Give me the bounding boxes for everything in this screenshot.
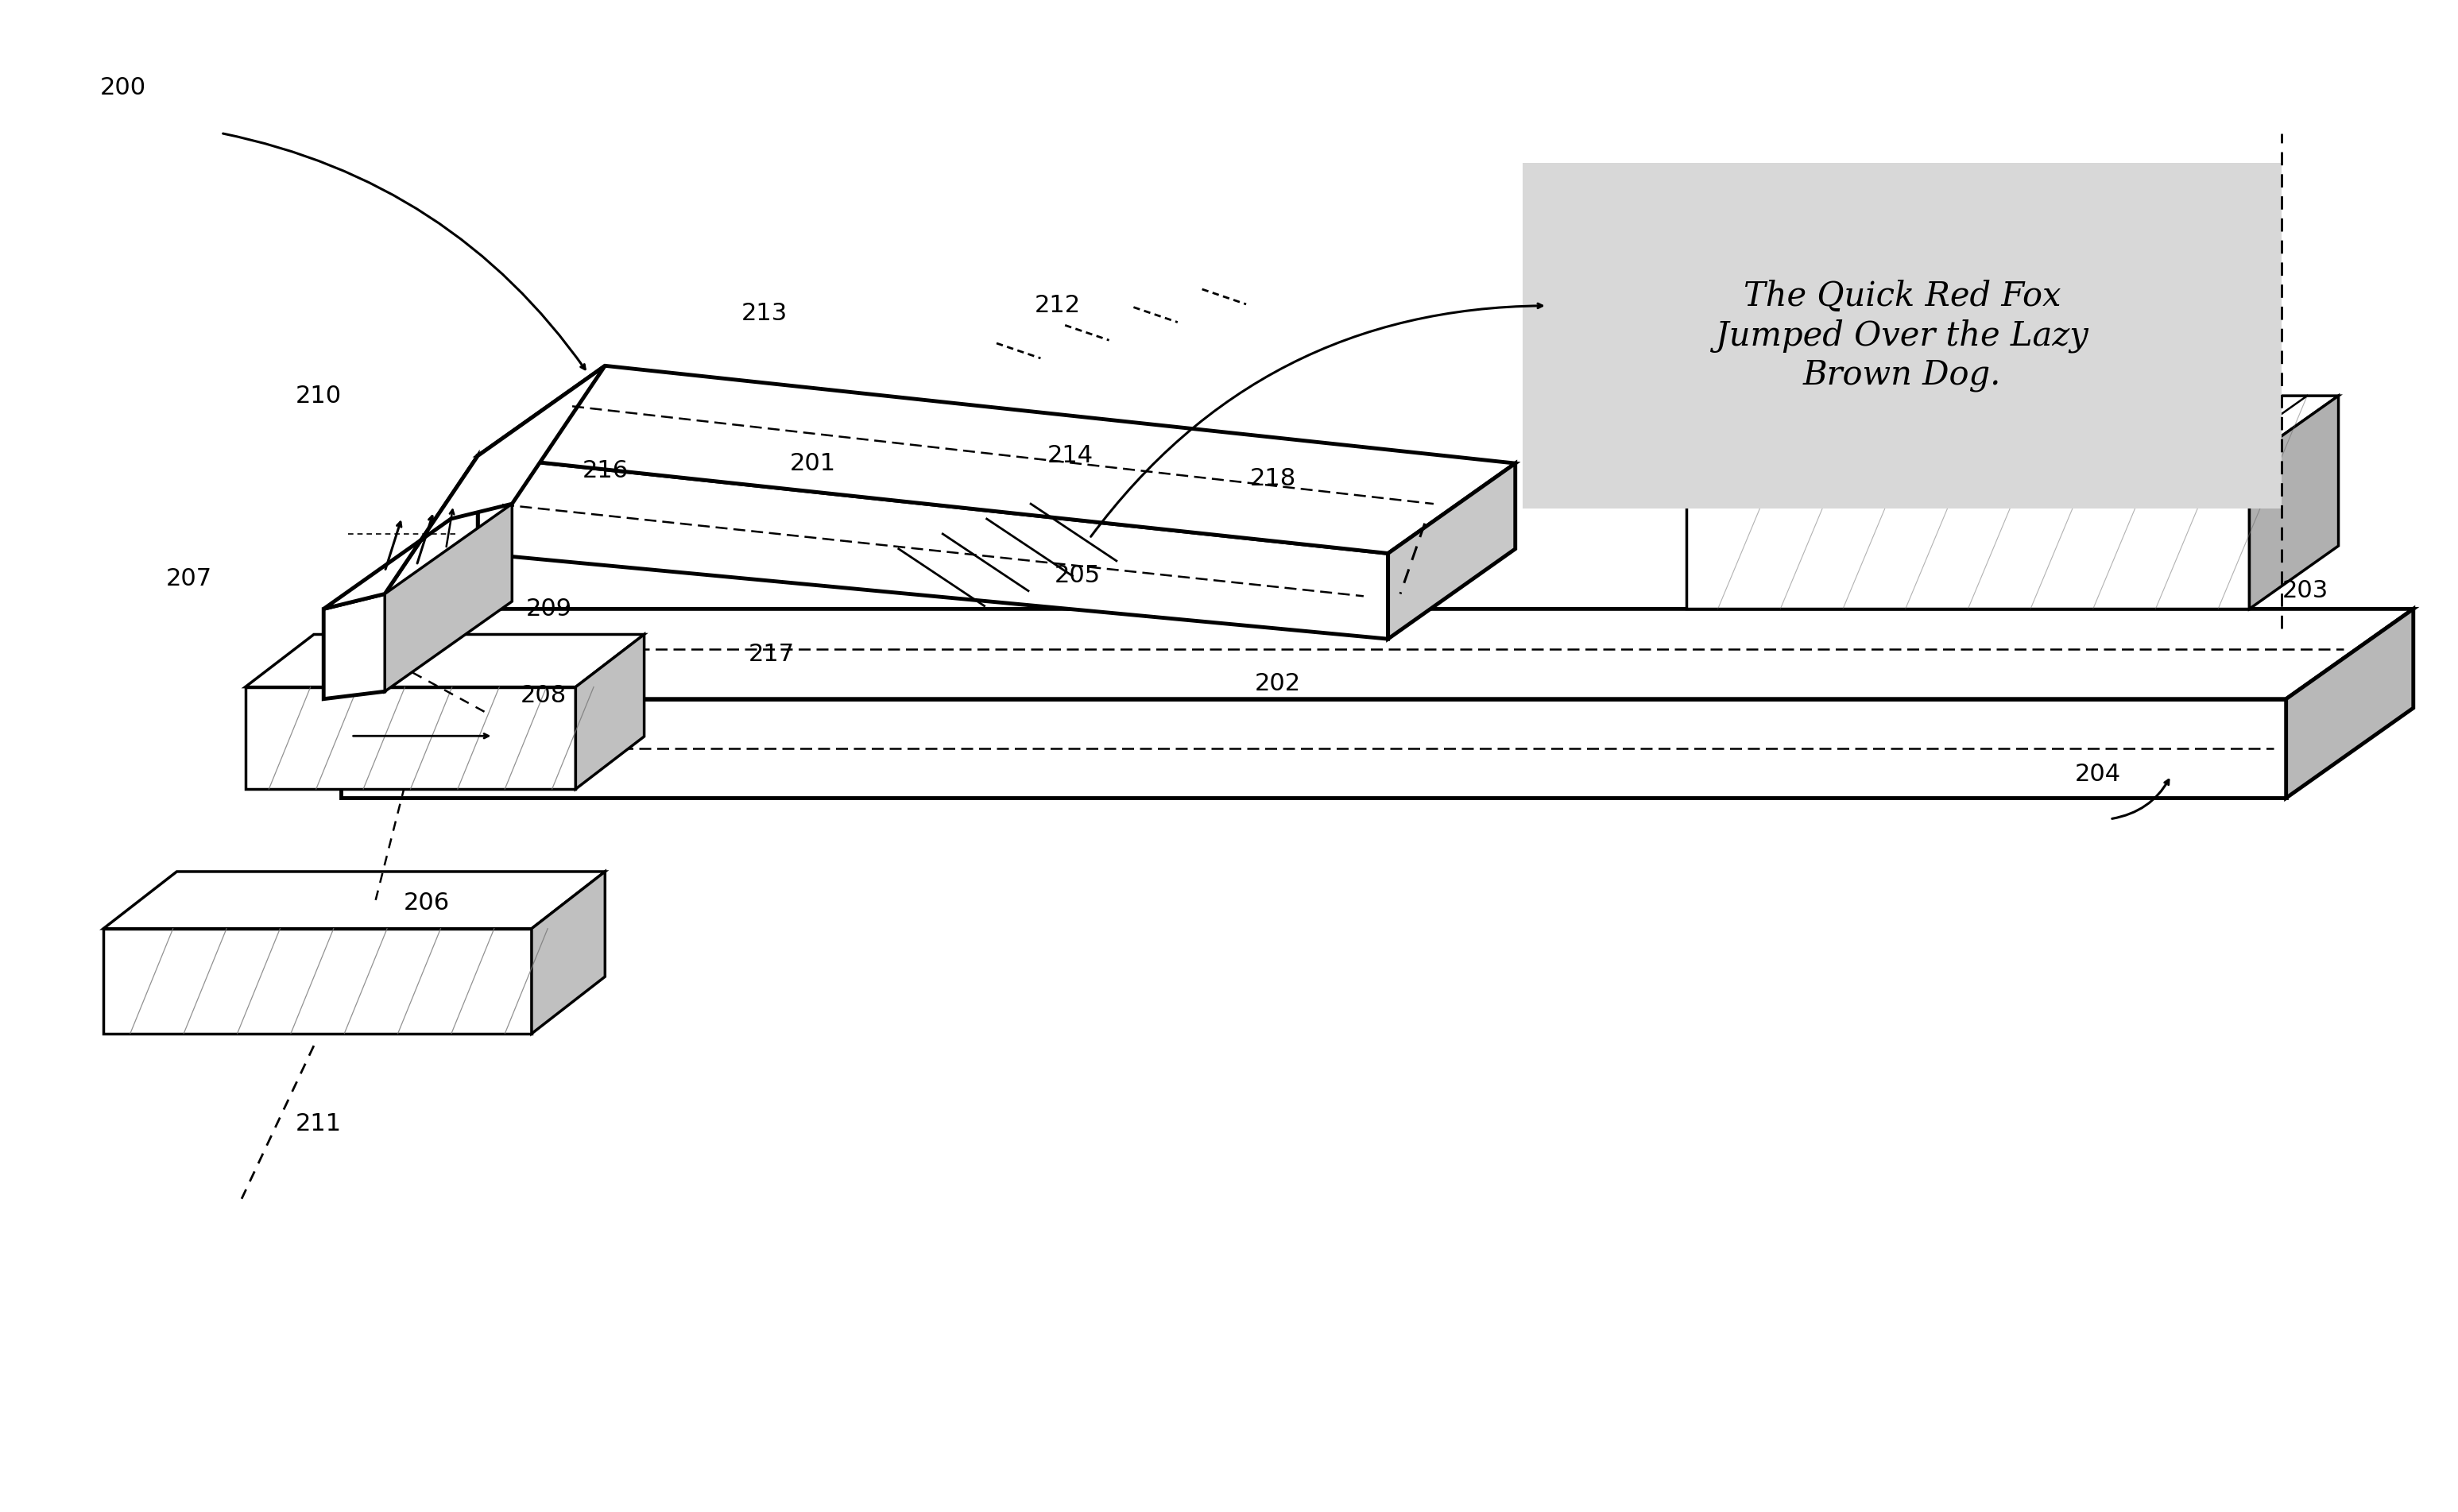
Polygon shape xyxy=(246,635,644,686)
Text: 206: 206 xyxy=(403,892,450,915)
Text: 217: 217 xyxy=(747,643,794,665)
Text: 216: 216 xyxy=(583,460,629,482)
Polygon shape xyxy=(342,699,2286,798)
Text: The Quick Red Fox
Jumped Over the Lazy
Brown Dog.: The Quick Red Fox Jumped Over the Lazy B… xyxy=(1716,280,2089,392)
Text: 200: 200 xyxy=(101,77,145,100)
Text: 207: 207 xyxy=(167,567,211,590)
Text: 205: 205 xyxy=(1054,564,1101,587)
Text: 211: 211 xyxy=(295,1113,342,1136)
Polygon shape xyxy=(477,366,1514,553)
Polygon shape xyxy=(246,686,575,789)
Text: 209: 209 xyxy=(526,597,573,620)
Polygon shape xyxy=(2249,396,2338,609)
Text: 214: 214 xyxy=(1047,445,1094,467)
Text: 213: 213 xyxy=(740,302,787,325)
Polygon shape xyxy=(1522,163,2281,508)
Polygon shape xyxy=(1686,396,2338,458)
Text: 218: 218 xyxy=(1251,467,1295,490)
Polygon shape xyxy=(575,635,644,789)
Polygon shape xyxy=(531,871,605,1034)
Polygon shape xyxy=(103,871,605,928)
Text: 212: 212 xyxy=(1035,295,1082,318)
Text: 208: 208 xyxy=(521,685,568,708)
Polygon shape xyxy=(477,455,1389,640)
Text: 202: 202 xyxy=(1256,673,1300,696)
Polygon shape xyxy=(1686,458,2249,609)
Polygon shape xyxy=(324,455,477,699)
Polygon shape xyxy=(324,366,605,609)
Polygon shape xyxy=(386,503,511,691)
Text: 204: 204 xyxy=(2075,762,2121,786)
Polygon shape xyxy=(342,609,2414,699)
Polygon shape xyxy=(103,928,531,1034)
Polygon shape xyxy=(2286,609,2414,798)
Text: 210: 210 xyxy=(295,384,342,407)
Polygon shape xyxy=(1389,463,1514,640)
Text: 201: 201 xyxy=(789,452,836,475)
Text: 203: 203 xyxy=(2283,579,2328,602)
